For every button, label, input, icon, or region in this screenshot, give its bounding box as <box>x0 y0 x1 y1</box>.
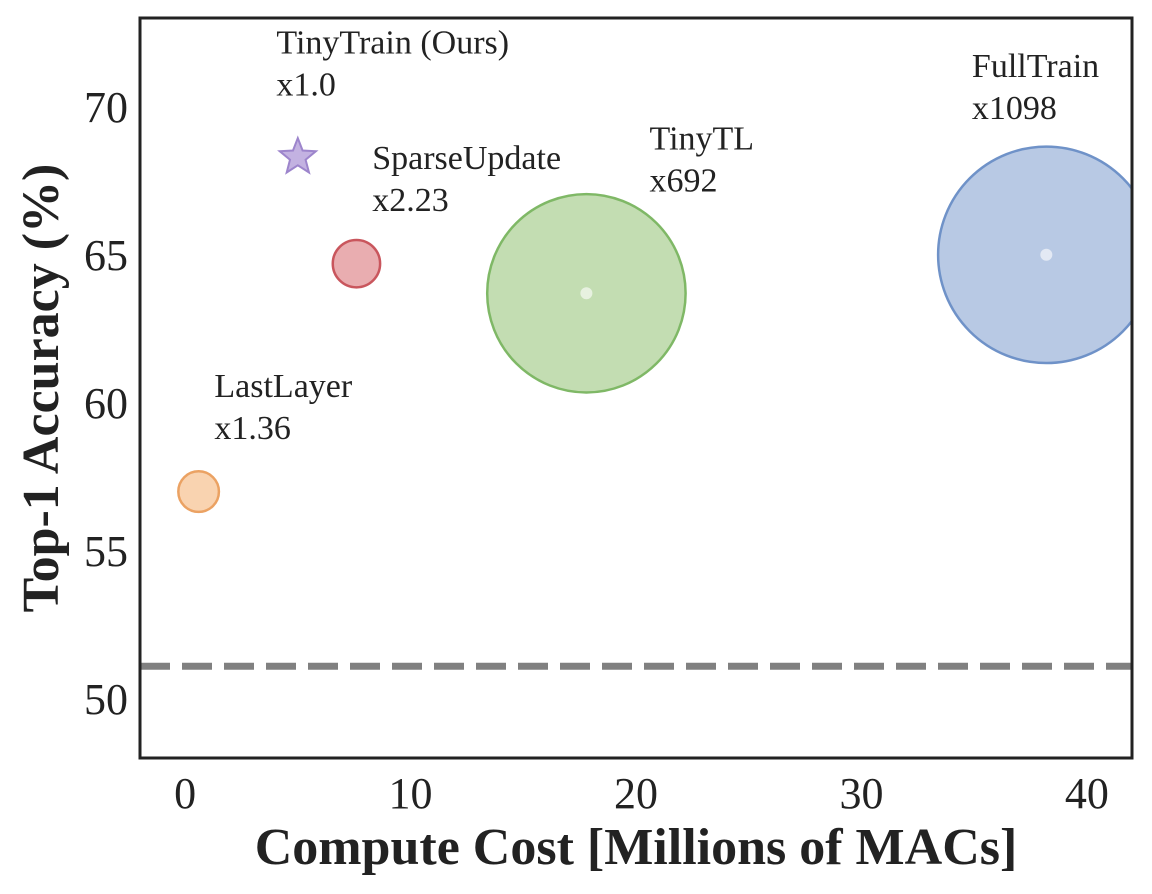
x-axis-ticks: 0 10 20 30 40 <box>174 769 1109 818</box>
point-label-name: TinyTL <box>650 121 755 158</box>
y-tick-label: 55 <box>84 527 128 576</box>
point-label-factor: x1098 <box>972 90 1057 127</box>
y-axis-ticks: 50 55 60 65 70 <box>84 83 128 724</box>
x-tick-label: 10 <box>389 769 433 818</box>
marker-center-fulltrain <box>1040 248 1053 261</box>
marker-tinytrain <box>277 135 319 175</box>
plot-frame <box>138 16 1134 760</box>
point-label-name: TinyTrain (Ours) <box>276 25 509 62</box>
y-tick-label: 50 <box>84 675 128 724</box>
y-axis-title: Top-1 Accuracy (%) <box>13 164 70 613</box>
point-label-name: SparseUpdate <box>372 140 561 177</box>
marker-lastlayer <box>177 470 221 514</box>
x-tick-label: 20 <box>614 769 658 818</box>
y-tick-label: 65 <box>84 231 128 280</box>
point-label-factor: x2.23 <box>372 182 449 219</box>
x-axis-title: Compute Cost [Millions of MACs] <box>255 819 1018 876</box>
marker-center-tinytl <box>580 287 593 300</box>
point-labels: TinyTrain (Ours) x1.0 SparseUpdate x2.23 Tin… <box>214 25 1099 447</box>
point-label-name: FullTrain <box>972 48 1099 85</box>
x-tick-label: 30 <box>839 769 883 818</box>
plot-area: TinyTrain (Ours) x1.0 SparseUpdate x2.23 Tin… <box>140 25 1132 670</box>
y-tick-label: 70 <box>84 83 128 132</box>
point-label-factor: x1.36 <box>214 410 291 447</box>
x-tick-label: 0 <box>174 769 196 818</box>
marker-fulltrain <box>936 145 1132 365</box>
marker-sparseupdate <box>331 238 382 289</box>
point-label-name: LastLayer <box>214 368 352 405</box>
point-label-factor: x1.0 <box>276 67 336 104</box>
y-tick-label: 60 <box>84 379 128 428</box>
point-label-factor: x692 <box>650 163 718 200</box>
x-tick-label: 40 <box>1065 769 1109 818</box>
markers <box>177 135 1132 514</box>
